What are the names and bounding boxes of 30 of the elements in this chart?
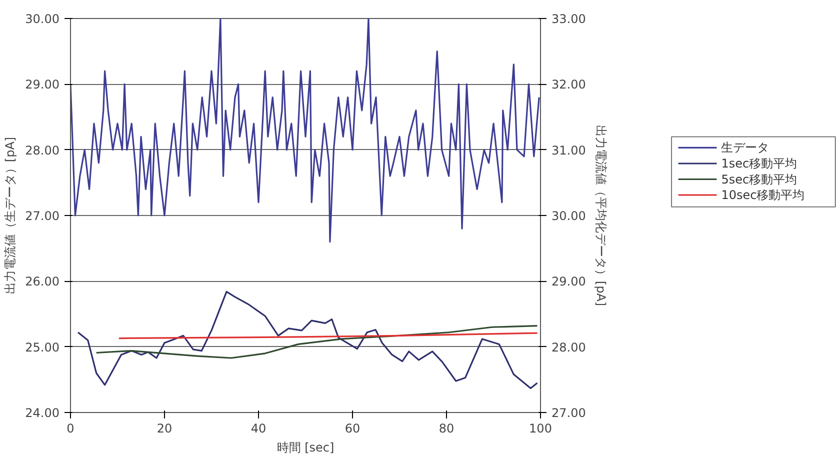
x-tick-label: 100	[529, 422, 552, 436]
y2-axis-title: 出力電流値（平均化データ）[pA]	[594, 124, 608, 306]
y-tick-label: 26.00	[25, 274, 60, 289]
legend-label: 10sec移動平均	[721, 188, 805, 202]
x-tick-label: 40	[250, 422, 266, 436]
line-series	[77, 290, 538, 390]
y-tick-label: 30.00	[25, 12, 60, 26]
y2-tick-label: 31.00	[552, 143, 586, 158]
line-series	[70, 18, 540, 243]
y-tick-label: 29.00	[25, 78, 60, 92]
x-tick-label: 20	[156, 422, 172, 436]
y-tick-label: 28.00	[25, 143, 60, 158]
y-tick-label: 25.00	[25, 340, 60, 354]
x-tick-label: 60	[344, 422, 360, 436]
line-series	[96, 325, 538, 359]
legend-label: 生データ	[721, 140, 770, 155]
x-tick-label: 0	[66, 422, 74, 436]
y2-tick-label: 28.00	[552, 340, 586, 354]
y2-tick-label: 27.00	[552, 406, 586, 420]
x-axis-title: 時間 [sec]	[276, 440, 334, 454]
y-axis-title: 出力電流値（生データ）[pA]	[3, 136, 18, 294]
y2-tick-label: 32.00	[552, 78, 586, 92]
y2-tick-label: 33.00	[552, 12, 586, 26]
x-tick-label: 80	[438, 422, 454, 436]
y2-tick-label: 30.00	[552, 209, 586, 223]
y-tick-label: 24.00	[25, 406, 60, 420]
y-tick-label: 27.00	[25, 209, 60, 223]
y2-tick-label: 29.00	[552, 274, 586, 289]
legend-label: 1sec移動平均	[721, 156, 798, 170]
legend-label: 5sec移動平均	[721, 172, 798, 186]
